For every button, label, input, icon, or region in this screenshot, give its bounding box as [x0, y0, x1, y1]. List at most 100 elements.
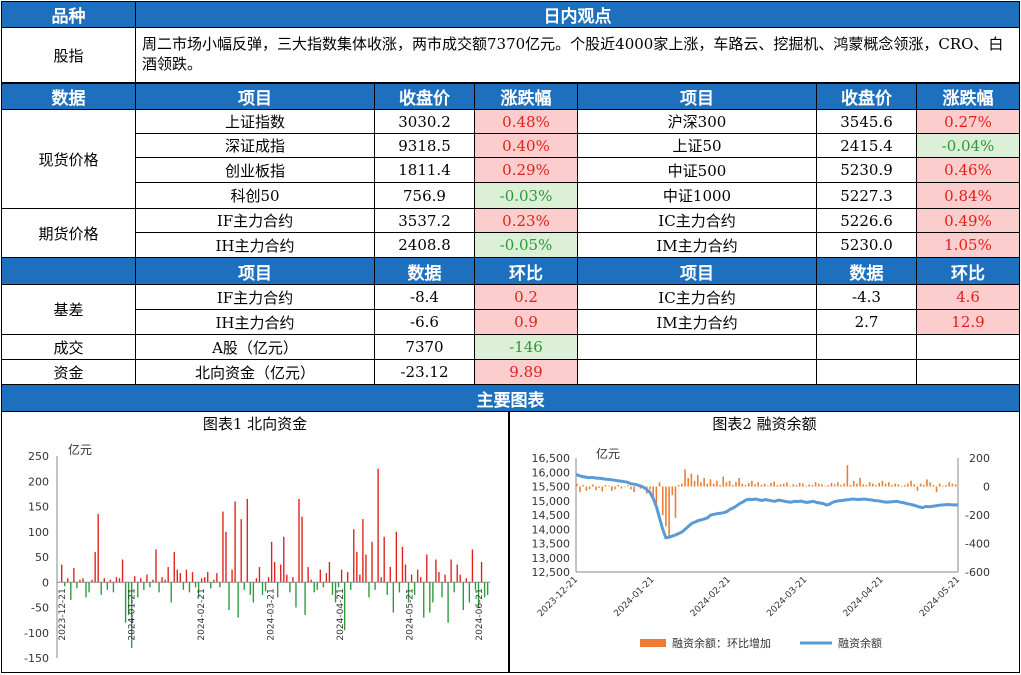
chart2-x-tick: 2024-04-21: [842, 575, 886, 619]
chart2-bar: [945, 485, 947, 487]
chart1-x-tick: 2024-06-21: [475, 588, 485, 640]
chart1-bar: [334, 582, 337, 603]
t1-header-item-b: 项目: [577, 83, 817, 110]
chart1-bar: [380, 577, 382, 583]
t2-empty-cell: [577, 359, 817, 385]
chart2-bar: [588, 486, 591, 490]
chart1-bar: [423, 582, 425, 618]
chart1-bar: [161, 577, 163, 583]
t1-item-name: 上证指数: [135, 109, 375, 134]
chart1-bar: [392, 582, 395, 613]
chart2-bar: [716, 480, 718, 487]
chart1-y-unit: 亿元: [68, 442, 92, 457]
t2-empty-cell: [916, 359, 1020, 385]
chart2-x-tick: 2024-01-21: [612, 575, 656, 619]
chart1-bar: [158, 582, 160, 593]
chart2-x-tick: 2024-03-21: [765, 575, 809, 619]
chart2-bar: [760, 485, 763, 487]
chart2-bar: [926, 479, 928, 487]
chart2-legend-bar-label: 融资余额：环比增加: [672, 636, 771, 650]
chart1-bar: [200, 578, 203, 583]
t2-empty-cell: [816, 359, 917, 385]
chart2-bar: [837, 482, 839, 487]
chart1-bar: [435, 559, 437, 583]
chart1-bar: [374, 582, 376, 590]
chart2-bar: [668, 486, 670, 537]
chart2-x-tick: 2024-05-21: [918, 575, 962, 619]
t2-data-value: -4.3: [816, 284, 917, 310]
chart2-bar: [827, 485, 830, 487]
chart1-title: 图表1 北向资金: [202, 414, 308, 433]
chart1-bar: [243, 582, 245, 590]
chart2-bar: [706, 483, 709, 487]
chart2-bar: [782, 483, 785, 487]
chart1-bar: [413, 582, 416, 595]
chart1-bar: [459, 574, 461, 583]
chart2-bar: [604, 485, 607, 487]
chart1-bar: [298, 498, 300, 583]
t1-change-value: -0.04%: [916, 133, 1020, 158]
chart2-bar: [792, 484, 795, 487]
t1-close-value: 5230.0: [816, 232, 917, 258]
chart2-bar: [728, 480, 731, 487]
chart1-y-tick: -50: [31, 602, 49, 615]
t1-close-value: 3030.2: [374, 109, 475, 134]
chart1-bar: [371, 541, 373, 583]
chart2-bar: [665, 486, 667, 527]
chart2-bar: [671, 486, 674, 496]
header-category: 品种: [1, 1, 136, 28]
chart2-bar: [722, 476, 725, 487]
chart2-bar: [738, 477, 740, 487]
chart2-bar: [725, 482, 728, 487]
chart1-bar: [426, 554, 428, 583]
chart1-bar: [295, 582, 297, 608]
chart1-y-tick: 50: [35, 551, 49, 564]
chart1-x-tick: 2024-04-21: [336, 588, 346, 640]
chart2-y-left-tick: 13,500: [532, 538, 571, 551]
chart2-bar: [808, 484, 810, 487]
chart2-bar: [817, 483, 820, 487]
chart2-bar: [582, 485, 584, 487]
chart1-bar: [64, 582, 66, 587]
chart1-bar: [100, 582, 102, 595]
chart1-bar: [118, 578, 121, 583]
chart2-bar: [849, 485, 852, 487]
t1-item-name: IC主力合约: [577, 208, 817, 233]
chart1-bar: [91, 579, 93, 583]
chart1-bar: [216, 573, 218, 583]
chart2-legend-bar-swatch: [640, 639, 666, 647]
chart1-bar: [432, 582, 434, 603]
chart1-bar: [61, 564, 63, 583]
t1-header-change-a: 涨跌幅: [474, 83, 578, 110]
t1-change-value: -0.05%: [474, 232, 578, 258]
chart1-bar: [343, 582, 346, 631]
t2-mom-value: 4.6: [916, 284, 1020, 310]
chart2-y-left-tick: 16,000: [532, 466, 571, 479]
chart1-bar: [365, 554, 367, 583]
chart2-bar: [693, 480, 696, 487]
t1-header-close-b: 收盘价: [816, 83, 917, 110]
chart2-bar: [913, 484, 916, 487]
chart1-bar: [149, 582, 151, 588]
chart1-bar: [416, 569, 419, 583]
chart2-bar: [655, 486, 658, 504]
chart1-bar: [176, 569, 178, 583]
chart2-bar: [942, 485, 944, 487]
chart2-y-unit: 亿元: [596, 446, 620, 461]
chart1-bar: [261, 582, 264, 595]
chart2-bar: [661, 486, 664, 515]
chart1-bar: [304, 582, 306, 616]
t1-close-value: 3545.6: [816, 109, 917, 134]
charts-header: 主要图表: [1, 384, 1020, 412]
chart2-bar: [887, 482, 890, 487]
t1-item-name: IM主力合约: [577, 232, 817, 258]
t1-change-value: 1.05%: [916, 232, 1020, 258]
chart1-bar: [474, 582, 477, 590]
chart1-bar: [347, 572, 349, 583]
chart1-y-tick: 150: [28, 501, 49, 514]
chart1-bar: [486, 582, 489, 595]
chart1-bar: [429, 582, 431, 613]
chart1-bar: [88, 582, 90, 593]
chart1-bar: [331, 582, 334, 595]
